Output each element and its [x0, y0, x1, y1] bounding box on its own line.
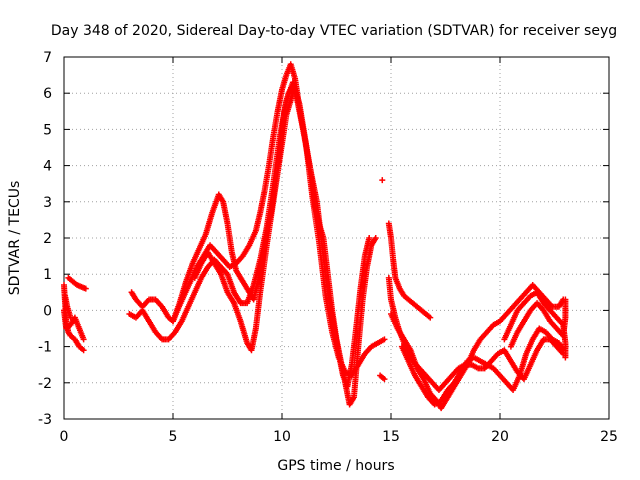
chart-grid — [64, 57, 609, 419]
x-tick-label: 10 — [273, 429, 291, 445]
data-point — [82, 285, 89, 292]
data-point — [80, 336, 87, 343]
x-axis-label: GPS time / hours — [277, 458, 394, 474]
series-13 — [398, 325, 567, 408]
series-15 — [501, 289, 569, 361]
data-point — [379, 177, 386, 184]
y-axis-label: SDTVAR / TECUs — [7, 181, 23, 296]
data-point — [381, 336, 388, 343]
y-tick-label: -2 — [38, 376, 52, 392]
series-7 — [191, 90, 296, 354]
chart-title: Day 348 of 2020, Sidereal Day-to-day VTE… — [51, 23, 617, 39]
data-point — [366, 235, 373, 241]
axis-ticks: 0 5 10 15 20 25 -3 -2 -1 0 1 2 3 4 5 6 7 — [38, 50, 618, 445]
data-point — [562, 354, 569, 361]
data-point — [372, 235, 379, 241]
x-tick-label: 5 — [169, 429, 178, 445]
x-tick-label: 15 — [382, 429, 400, 445]
y-tick-label: 4 — [43, 159, 52, 175]
y-tick-label: 3 — [43, 195, 52, 211]
data-point — [427, 314, 434, 321]
data-point — [80, 347, 87, 354]
data-point — [289, 90, 296, 97]
data-points — [61, 61, 569, 412]
y-tick-label: 1 — [43, 267, 52, 283]
series-10 — [385, 220, 434, 321]
y-tick-label: 0 — [43, 303, 52, 319]
x-tick-label: 0 — [60, 429, 69, 445]
series-1 — [61, 307, 87, 343]
series-9 — [377, 372, 388, 383]
y-tick-label: 7 — [43, 50, 52, 66]
series-2 — [65, 274, 89, 292]
x-tick-label: 20 — [491, 429, 509, 445]
x-tick-label: 25 — [600, 429, 618, 445]
y-tick-label: 6 — [43, 86, 52, 102]
y-tick-label: -3 — [38, 412, 52, 428]
y-tick-label: -1 — [38, 340, 52, 356]
y-tick-label: 2 — [43, 231, 52, 247]
data-point — [67, 314, 74, 321]
data-point — [381, 376, 388, 383]
series-8 — [379, 177, 386, 184]
y-tick-label: 5 — [43, 122, 52, 138]
data-point — [562, 296, 569, 303]
series-12 — [388, 282, 567, 412]
series-3 — [62, 292, 74, 321]
series-6 — [170, 82, 379, 408]
